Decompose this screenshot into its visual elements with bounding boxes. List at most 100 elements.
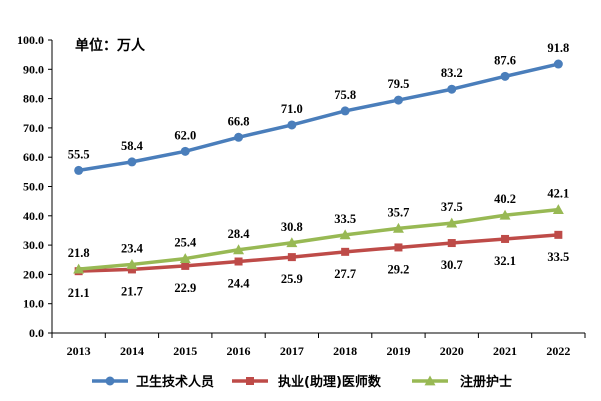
data-point-circle	[105, 376, 115, 386]
data-point-square	[287, 253, 296, 262]
legend-item-1: 卫生技术人员	[92, 374, 214, 390]
x-tick-label: 2020	[440, 344, 464, 358]
data-label: 23.4	[121, 241, 144, 255]
y-tick-label: 80.0	[23, 92, 44, 106]
data-label: 21.7	[121, 284, 143, 298]
data-label: 30.8	[281, 220, 303, 234]
data-point-square	[234, 257, 243, 266]
data-point-triangle	[126, 258, 138, 269]
data-point-square	[246, 377, 254, 385]
x-tick-label: 2022	[546, 344, 570, 358]
data-label: 62.0	[174, 128, 196, 142]
legend-item-2: 执业(助理)医师数	[232, 374, 382, 390]
data-point-triangle	[499, 209, 511, 220]
series-line	[78, 62, 559, 173]
data-point-circle	[180, 146, 190, 156]
y-tick-label: 100.0	[17, 33, 44, 47]
data-point-circle	[393, 95, 403, 105]
unit-label: 单位：万人	[75, 37, 146, 54]
data-point-square	[127, 265, 136, 274]
data-point-square	[554, 230, 563, 239]
data-labels-layer: 55.5 58.4 62.0 66.8 71.0 75.8 79.5 83.2 87.6 91.8…	[68, 41, 570, 300]
series-line	[78, 207, 559, 271]
x-tick-label: 2015	[173, 344, 197, 358]
data-label: 79.5	[388, 77, 410, 91]
legend: 卫生技术人员 执业(助理)医师数 注册护士	[92, 374, 512, 390]
data-point-triangle	[424, 375, 436, 386]
data-point-triangle	[552, 204, 564, 215]
data-point-square	[447, 239, 456, 248]
y-tick-label: 30.0	[23, 238, 44, 252]
data-label: 32.1	[494, 254, 516, 268]
y-tick-label: 70.0	[23, 121, 44, 135]
data-label: 87.6	[494, 53, 516, 67]
x-tick-label: 2017	[280, 344, 304, 358]
data-label: 37.5	[441, 200, 463, 214]
data-label: 58.4	[121, 139, 144, 153]
x-tick-label: 2021	[493, 344, 517, 358]
y-tick-label: 20.0	[23, 267, 44, 281]
data-point-square	[341, 247, 350, 256]
data-point-circle	[74, 165, 84, 175]
data-point-circle	[553, 59, 563, 69]
data-label: 91.8	[547, 41, 569, 55]
x-tick-label: 2016	[227, 344, 251, 358]
data-point-circle	[287, 120, 297, 130]
data-point-triangle	[179, 253, 191, 263]
data-label: 35.7	[388, 205, 410, 219]
data-label: 21.1	[68, 286, 90, 300]
y-tick-label: 60.0	[23, 150, 44, 164]
y-tick-label: 0.0	[29, 326, 44, 340]
data-point-square	[181, 261, 190, 270]
data-point-circle	[234, 132, 244, 142]
data-label: 29.2	[388, 262, 410, 276]
data-point-circle	[500, 71, 510, 81]
y-tick-label: 10.0	[23, 297, 44, 311]
y-tick-label: 40.0	[23, 209, 44, 223]
data-point-triangle	[339, 229, 351, 240]
y-tick-label: 50.0	[23, 180, 44, 194]
x-tick-label: 2018	[333, 344, 357, 358]
legend-label: 卫生技术人员	[136, 374, 214, 390]
legend-label: 注册护士	[460, 374, 512, 390]
data-point-triangle	[446, 217, 458, 228]
data-point-triangle	[233, 244, 245, 255]
data-label: 40.2	[494, 192, 516, 206]
data-label: 42.1	[547, 187, 569, 201]
data-label: 33.5	[334, 212, 356, 226]
x-tick-label: 2019	[386, 344, 410, 358]
legend-label: 执业(助理)医师数	[278, 374, 382, 390]
y-tick-label: 90.0	[23, 62, 44, 76]
data-label: 66.8	[228, 114, 250, 128]
series-3	[73, 204, 564, 274]
data-label: 27.7	[334, 267, 356, 281]
data-point-circle	[447, 84, 457, 94]
data-label: 30.7	[441, 258, 463, 272]
data-label: 55.5	[68, 147, 90, 161]
data-label: 21.8	[68, 246, 90, 260]
data-point-triangle	[73, 263, 85, 274]
chart-axes: 0.0 10.0 20.0 30.0 40.0 50.0 60.0 70.0 80.0 90.0 1…	[17, 33, 586, 358]
data-label: 28.4	[228, 227, 251, 241]
data-point-circle	[127, 157, 137, 167]
data-point-triangle	[392, 222, 404, 233]
data-label: 25.4	[174, 236, 197, 250]
data-point-triangle	[286, 237, 298, 248]
data-label: 75.8	[334, 88, 356, 102]
data-point-circle	[340, 106, 350, 116]
data-label: 22.9	[174, 281, 196, 295]
x-tick-label: 2013	[67, 344, 91, 358]
data-label: 24.4	[228, 277, 251, 291]
legend-item-3: 注册护士	[412, 374, 512, 390]
series-1	[74, 59, 563, 175]
x-tick-label: 2014	[120, 344, 144, 358]
series-line	[78, 233, 559, 273]
data-label: 33.5	[547, 250, 569, 264]
data-label: 25.9	[281, 272, 303, 286]
series-layer	[73, 59, 564, 276]
data-point-square	[394, 243, 403, 252]
data-label: 71.0	[281, 102, 303, 116]
data-label: 83.2	[441, 66, 463, 80]
